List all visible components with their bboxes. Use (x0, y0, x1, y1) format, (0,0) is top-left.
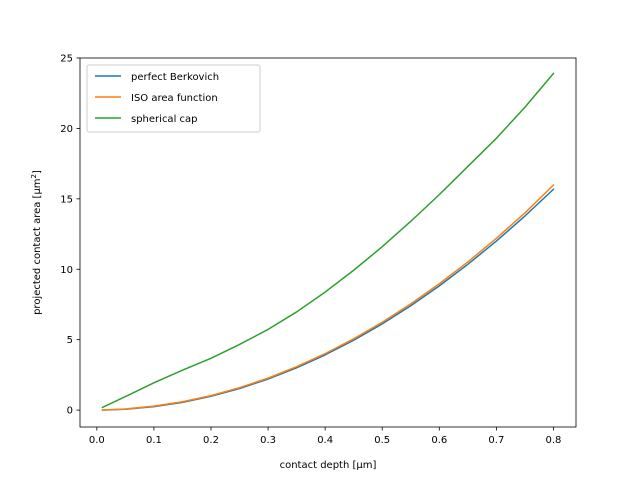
x-tick-label: 0.4 (317, 435, 333, 446)
y-axis-label-main: projected contact area [µm (32, 178, 43, 314)
y-tick-label: 10 (60, 265, 73, 276)
x-tick-label: 0.0 (89, 435, 105, 446)
x-axis-ticks: 0.0 0.1 0.2 0.3 0.4 0.5 0.6 0.7 0.8 (89, 427, 562, 446)
x-tick-label: 0.6 (431, 435, 447, 446)
legend: perfect Berkovich ISO area function spheri… (86, 64, 261, 133)
plot-lines (101, 72, 555, 411)
legend-label-0: perfect Berkovich (131, 72, 219, 83)
legend-label-2: spherical cap (131, 114, 198, 125)
y-axis-label-superscript: 2 (30, 174, 38, 178)
x-tick-label: 0.5 (374, 435, 390, 446)
x-tick-label: 0.8 (546, 435, 562, 446)
legend-label-1: ISO area function (131, 93, 218, 104)
x-tick-label: 0.2 (203, 435, 219, 446)
y-tick-label: 25 (60, 54, 73, 65)
y-tick-label: 0 (67, 406, 73, 417)
x-tick-label: 0.7 (488, 435, 504, 446)
plot-frame (79, 57, 577, 428)
series-line-1 (101, 183, 555, 411)
y-axis-label-close: ] (32, 170, 43, 174)
x-tick-label: 0.1 (146, 435, 162, 446)
y-tick-label: 15 (60, 194, 73, 205)
x-tick-label: 0.3 (260, 435, 276, 446)
legend-box (86, 64, 261, 133)
y-axis-label: projected contact area [µm2] (30, 170, 43, 315)
y-tick-label: 5 (67, 335, 73, 346)
y-axis-ticks: 0 5 10 15 20 25 (60, 54, 80, 417)
series-line-2 (101, 72, 555, 409)
y-tick-label: 20 (60, 124, 73, 135)
x-axis-label: contact depth [µm] (280, 460, 377, 471)
